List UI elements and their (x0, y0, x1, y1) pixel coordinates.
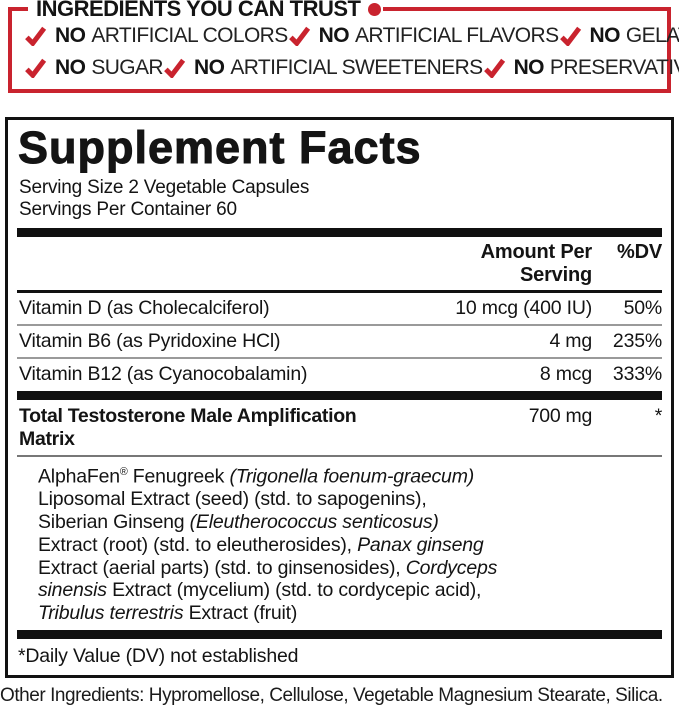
supplement-facts-title: Supplement Facts (18, 122, 422, 173)
claim: NO GELATIN (559, 24, 679, 48)
trust-claims: NO ARTIFICIAL COLORS NO ARTIFICIAL FLAVO… (12, 11, 679, 89)
claim-text: ARTIFICIAL COLORS (91, 24, 288, 47)
claim-text: PRESERVATIVES (549, 56, 679, 79)
table-row: Vitamin D (as Cholecalciferol) 10 mcg (4… (17, 293, 662, 326)
matrix-description-line: Extract (root) (std. to eleutherosides),… (38, 533, 484, 556)
claim-text: SUGAR (91, 56, 163, 79)
matrix-description-line: Siberian Ginseng (Eleutherococcus sentic… (38, 510, 439, 533)
matrix-dv: * (654, 404, 663, 427)
claim-no-label: NO (318, 24, 350, 47)
matrix-description-line: AlphaFen® Fenugreek (Trigonella foenum-g… (38, 465, 475, 488)
nutrient-name: Vitamin B6 (as Pyridoxine HCl) (19, 329, 281, 352)
claim-row: NO SUGAR NO ARTIFICIAL SWEETENERS NO PRE… (24, 56, 679, 80)
claim-no-label: NO (55, 24, 86, 47)
matrix-description-line: Tribulus terrestris Extract (fruit) (38, 602, 298, 625)
claim-text: ARTIFICIAL FLAVORS (354, 24, 559, 47)
nutrient-amount: 4 mg (549, 329, 592, 352)
claim: NO ARTIFICIAL FLAVORS (288, 24, 559, 48)
trust-title: INGREDIENTS YOU CAN TRUST (28, 0, 384, 22)
table-row: Vitamin B12 (as Cyanocobalamin) 8 mcg 33… (17, 359, 662, 390)
matrix-description-line: Liposomal Extract (seed) (std. to sapoge… (38, 488, 427, 511)
matrix-row: Total Testosterone Male Amplification Ma… (17, 400, 662, 457)
supplement-facts-panel: Supplement Facts Serving Size 2 Vegetabl… (5, 117, 674, 678)
trust-box: INGREDIENTS YOU CAN TRUST NO ARTIFICIAL … (8, 0, 679, 93)
matrix-name: Total Testosterone Male Amplification Ma… (19, 404, 357, 450)
nutrient-name: Vitamin B12 (as Cyanocobalamin) (19, 362, 308, 385)
nutrient-dv: 50% (623, 296, 663, 319)
matrix-description: AlphaFen® Fenugreek (Trigonella foenum-g… (17, 461, 662, 625)
vitamin-rows: Vitamin D (as Cholecalciferol) 10 mcg (4… (17, 293, 662, 390)
daily-value-footnote: *Daily Value (DV) not established (18, 644, 299, 667)
claim: NO ARTIFICIAL COLORS (24, 24, 288, 48)
serving-size: Serving Size 2 Vegetable Capsules (19, 176, 310, 198)
checkmark-icon (164, 58, 186, 78)
checkmark-icon (25, 58, 47, 78)
trust-title-label: INGREDIENTS YOU CAN TRUST (36, 0, 361, 21)
claim: NO PRESERVATIVES (483, 56, 679, 80)
table-header: Amount Per Serving %DV (17, 237, 662, 293)
nutrient-amount: 8 mcg (539, 362, 592, 385)
servings-per-container: Servings Per Container 60 (19, 198, 237, 220)
other-ingredients: Other Ingredients: Hypromellose, Cellulo… (0, 684, 663, 706)
claim-no-label: NO (589, 24, 621, 47)
claim-text: GELATIN (625, 24, 679, 47)
divider-thick (17, 227, 662, 237)
divider-thick (17, 629, 662, 639)
nutrient-amount: 10 mcg (400 IU) (455, 296, 592, 319)
matrix-description-line: sinensis Extract (mycelium) (std. to cor… (38, 579, 482, 602)
claim-text: ARTIFICIAL SWEETENERS (230, 56, 483, 79)
checkmark-icon (25, 26, 47, 46)
nutrient-name: Vitamin D (as Cholecalciferol) (19, 296, 270, 319)
checkmark-icon (288, 26, 310, 46)
claim-no-label: NO (194, 56, 225, 79)
red-dot-icon (368, 2, 382, 16)
claim-row: NO ARTIFICIAL COLORS NO ARTIFICIAL FLAVO… (24, 24, 679, 48)
checkmark-icon (559, 26, 581, 46)
nutrient-dv: 235% (612, 329, 662, 352)
divider-thick (17, 390, 662, 400)
claim-no-label: NO (513, 56, 545, 79)
nutrient-dv: 333% (612, 362, 662, 385)
dv-header: %DV (617, 240, 662, 263)
matrix-amount: 700 mg (528, 404, 593, 427)
claim-no-label: NO (55, 56, 86, 79)
table-row: Vitamin B6 (as Pyridoxine HCl) 4 mg 235% (17, 326, 662, 359)
amount-per-serving-header: Amount Per Serving (480, 240, 593, 286)
matrix-description-line: Extract (aerial parts) (std. to ginsenos… (38, 556, 498, 579)
claim: NO SUGAR (24, 56, 164, 80)
checkmark-icon (483, 58, 505, 78)
claim: NO ARTIFICIAL SWEETENERS (163, 56, 483, 80)
